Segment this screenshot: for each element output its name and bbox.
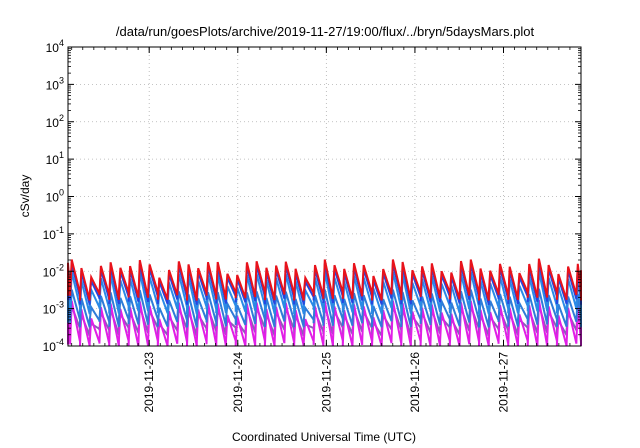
y-axis: 10-4 10-3 10-2 10-1 100 101 102 103 104 (43, 38, 581, 354)
y-tick-label: 104 (46, 38, 64, 55)
x-tick-label: 2019-11-24 (231, 352, 245, 413)
y-axis-label: cSv/day (18, 175, 32, 218)
y-tick-label: 103 (46, 75, 64, 92)
x-axis-label: Coordinated Universal Time (UTC) (232, 430, 416, 444)
series-line (67, 258, 582, 301)
y-tick-label: 10-1 (43, 225, 64, 242)
y-tick-label: 100 (46, 188, 64, 205)
y-tick-label: 10-3 (43, 300, 64, 317)
y-tick-label: 10-2 (43, 262, 64, 279)
x-tick-label: 2019-11-23 (142, 352, 156, 413)
x-tick-label: 2019-11-25 (319, 352, 333, 413)
x-tick-label: 2019-11-27 (496, 352, 510, 413)
y-tick-label: 101 (46, 150, 64, 167)
y-tick-label: 10-4 (43, 337, 64, 354)
x-tick-label: 2019-11-26 (408, 352, 422, 413)
series-layer (67, 258, 582, 347)
y-tick-label: 102 (46, 113, 64, 130)
chart-title: /data/run/goesPlots/archive/2019-11-27/1… (116, 24, 535, 39)
x-axis: 2019-11-23 2019-11-24 2019-11-25 2019-11-26… (71, 47, 582, 413)
